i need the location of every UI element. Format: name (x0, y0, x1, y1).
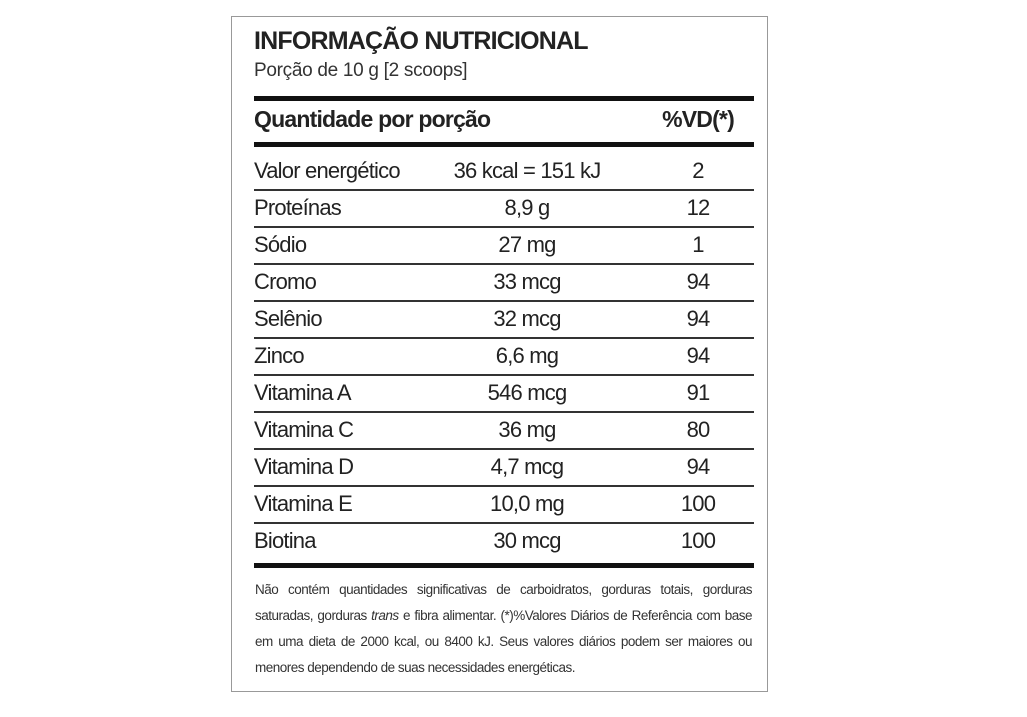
row-amount: 8,9 g (504, 195, 551, 220)
row-label: Vitamina E (254, 491, 353, 516)
row-divider (254, 411, 754, 413)
row-vd: 91 (686, 380, 711, 405)
row-vd: 1 (692, 232, 704, 257)
title: INFORMAÇÃO NUTRICIONAL (254, 27, 589, 55)
row-vd: 94 (686, 343, 711, 368)
rule (254, 563, 754, 568)
row-label: Vitamina C (254, 417, 354, 442)
row-vd: 100 (680, 528, 716, 553)
row-amount: 36 mg (498, 417, 556, 442)
row-amount: 546 mcg (487, 380, 568, 405)
row-label: Vitamina A (254, 380, 352, 405)
row-amount: 36 kcal = 151 kJ (453, 158, 602, 183)
rule (254, 142, 754, 147)
footnote-text: e fibra alimentar. (*)%Valores Diários d… (255, 608, 753, 675)
row-amount: 6,6 mg (495, 343, 559, 368)
column-header: %VD(*) (662, 106, 735, 132)
row-divider (254, 448, 754, 450)
row-label: Vitamina D (254, 454, 354, 479)
row-label: Sódio (254, 232, 307, 257)
row-vd: 80 (686, 417, 711, 442)
row-vd: 94 (686, 269, 711, 294)
row-divider (254, 522, 754, 524)
row-amount: 4,7 mcg (490, 454, 564, 479)
row-divider (254, 374, 754, 376)
row-label: Cromo (254, 269, 317, 294)
nutrition-table: INFORMAÇÃO NUTRICIONAL Porção de 10 g [2… (231, 16, 768, 692)
row-amount: 33 mcg (493, 269, 561, 294)
row-divider (254, 189, 754, 191)
footnote-text: trans (371, 608, 399, 623)
footnote: Não contém quantidades significativas de… (255, 577, 753, 681)
row-divider (254, 300, 754, 302)
row-vd: 12 (686, 195, 711, 220)
row-divider (254, 226, 754, 228)
footnote-text: Não contém quantidades significativas de… (255, 582, 753, 623)
row-vd: 2 (692, 158, 704, 183)
subtitle: Porção de 10 g [2 scoops] (254, 60, 468, 81)
row-divider (254, 263, 754, 265)
row-divider (254, 337, 754, 339)
row-amount: 27 mg (498, 232, 556, 257)
row-label: Biotina (254, 528, 316, 553)
row-vd: 94 (686, 306, 711, 331)
row-amount: 10,0 mg (490, 491, 565, 516)
row-label: Zinco (254, 343, 305, 368)
row-vd: 94 (686, 454, 711, 479)
row-label: Proteínas (254, 195, 342, 220)
row-vd: 100 (680, 491, 716, 516)
row-amount: 30 mcg (493, 528, 561, 553)
row-divider (254, 485, 754, 487)
rule (254, 96, 754, 101)
row-label: Selênio (254, 306, 323, 331)
row-amount: 32 mcg (493, 306, 561, 331)
row-label: Valor energético (254, 158, 401, 183)
column-header: Quantidade por porção (254, 106, 491, 132)
